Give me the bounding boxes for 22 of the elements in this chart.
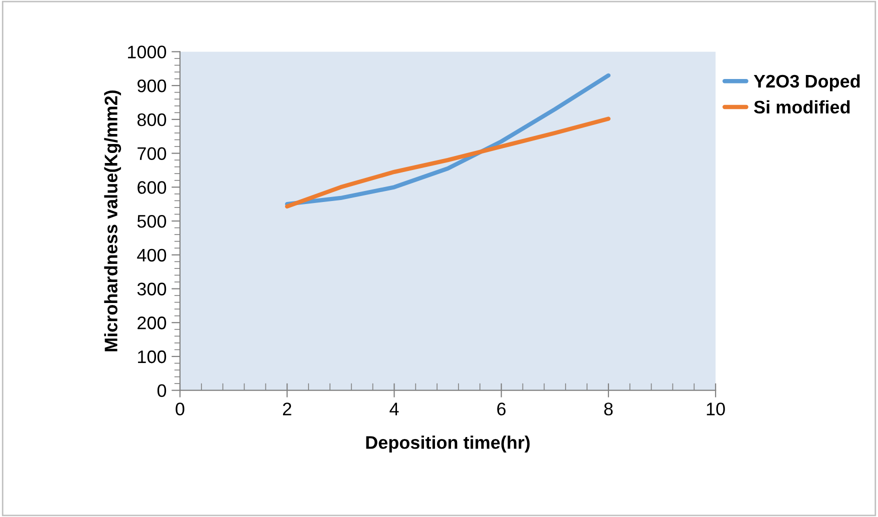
x-tick-label: 10 [706, 402, 725, 416]
legend-label: Si modified [754, 100, 850, 114]
y-tick-label: 200 [138, 316, 166, 330]
line-series [285, 116, 611, 209]
x-tick-label: 8 [604, 402, 613, 416]
x-axis-title: Deposition time(hr) [366, 436, 530, 452]
y-tick-label: 500 [137, 214, 166, 228]
y-tick-label: 100 [138, 350, 166, 364]
x-tick-label: 4 [390, 402, 399, 416]
x-tick-label: 2 [282, 402, 292, 416]
x-tick-label: 6 [497, 402, 506, 416]
y-tick-label: 800 [137, 113, 166, 126]
y-tick-label: 300 [137, 282, 166, 296]
y-tick-label: 1000 [128, 46, 166, 58]
y-axis-title: Microhardness value(Kg/mm2) [104, 90, 122, 352]
y-tick-label: 600 [138, 181, 166, 194]
y-tick-label: 0 [157, 384, 166, 398]
x-tick-label: 0 [176, 402, 184, 416]
y-tick-label: 400 [137, 248, 166, 262]
y-tick-label: 900 [138, 80, 166, 92]
y-tick-label: 700 [138, 147, 166, 160]
legend-label: Y2O3 Doped [754, 74, 860, 92]
